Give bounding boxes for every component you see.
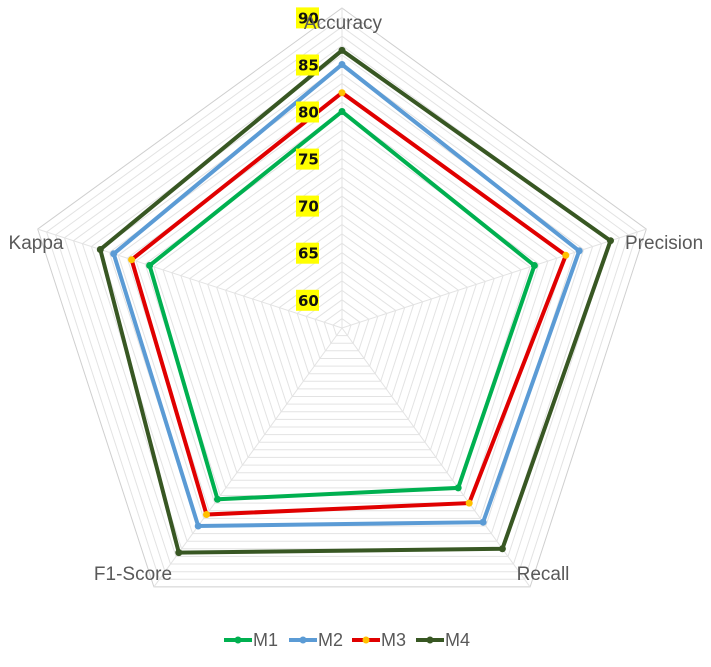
tick-label-highlight bbox=[296, 7, 319, 29]
grid-ring bbox=[260, 242, 424, 397]
data-point-m4 bbox=[338, 46, 346, 54]
grid-ring bbox=[162, 139, 522, 481]
grid-ring bbox=[153, 129, 531, 489]
grid-ring bbox=[323, 308, 361, 344]
data-point-m3 bbox=[203, 511, 210, 518]
tick-label-highlight bbox=[296, 54, 319, 76]
grid-ring bbox=[55, 26, 629, 573]
series-line-m4 bbox=[98, 47, 613, 555]
data-point-m1 bbox=[338, 108, 346, 115]
series-line-m2 bbox=[111, 61, 582, 529]
data-point-m1 bbox=[454, 484, 462, 492]
tick-label: 75 bbox=[298, 151, 319, 169]
grid-ring bbox=[135, 110, 549, 504]
grid-ring bbox=[225, 204, 459, 428]
grid-ring bbox=[126, 101, 558, 512]
data-point-m2 bbox=[194, 522, 202, 530]
data-point-m2 bbox=[575, 247, 583, 255]
axis-label-f1-score: F1-Score bbox=[94, 564, 172, 585]
tick-label: 80 bbox=[298, 104, 319, 122]
grid-ring bbox=[99, 73, 585, 535]
grid-ring bbox=[207, 186, 477, 443]
data-point-m1 bbox=[530, 262, 538, 269]
legend: M1 M2 M3 M4 bbox=[224, 630, 470, 650]
data-point-m2 bbox=[479, 518, 487, 526]
grid-ring bbox=[63, 35, 621, 565]
data-point-m1 bbox=[146, 262, 154, 269]
legend-label-m2: M2 bbox=[318, 630, 343, 650]
tick-label: 90 bbox=[298, 9, 319, 27]
grid-ring bbox=[171, 148, 513, 474]
grid-spoke bbox=[341, 228, 647, 329]
tick-label-highlight bbox=[296, 148, 319, 170]
data-point-m2 bbox=[110, 250, 118, 258]
data-point-m4 bbox=[607, 237, 614, 245]
data-point-m3 bbox=[562, 251, 570, 259]
data-point-m4 bbox=[175, 549, 183, 557]
data-point-m4 bbox=[96, 246, 104, 253]
grid-ring bbox=[278, 261, 406, 382]
grid-ring bbox=[198, 176, 486, 451]
legend-marker-m3 bbox=[362, 636, 370, 644]
axis-labels: Accuracy Precision Recall F1-Score Kappa bbox=[9, 13, 704, 585]
series-group bbox=[96, 46, 614, 557]
grid-ring bbox=[46, 16, 638, 580]
legend-label-m3: M3 bbox=[381, 630, 406, 650]
axis-label-kappa: Kappa bbox=[9, 233, 64, 254]
series-line-m1 bbox=[147, 108, 537, 502]
radar-grid bbox=[37, 7, 647, 588]
series-line-m3 bbox=[129, 90, 569, 517]
grid-ring bbox=[332, 317, 352, 337]
grid-ring bbox=[216, 195, 468, 436]
grid-ring bbox=[242, 223, 442, 413]
grid-ring bbox=[189, 167, 495, 458]
tick-label-highlight bbox=[296, 289, 319, 311]
grid-ring bbox=[234, 214, 450, 420]
grid-ring bbox=[305, 289, 379, 359]
grid-spoke bbox=[37, 228, 343, 329]
grid-ring bbox=[37, 7, 647, 588]
legend-label-m4: M4 bbox=[445, 630, 470, 650]
tick-label: 70 bbox=[298, 198, 319, 216]
data-point-m4 bbox=[498, 545, 506, 553]
legend-label-m1: M1 bbox=[253, 630, 278, 650]
legend-marker-m4 bbox=[426, 636, 434, 644]
tick-label: 65 bbox=[298, 245, 319, 263]
grid-ring bbox=[314, 299, 370, 352]
axis-label-accuracy: Accuracy bbox=[304, 13, 383, 34]
data-point-m1 bbox=[214, 495, 221, 503]
legend-marker-m1 bbox=[234, 636, 242, 644]
grid-ring bbox=[251, 233, 433, 405]
axis-label-precision: Precision bbox=[625, 233, 703, 254]
data-point-m3 bbox=[338, 89, 346, 97]
tick-label-highlight bbox=[296, 242, 319, 264]
grid-spoke bbox=[341, 327, 531, 588]
grid-ring bbox=[144, 120, 540, 496]
grid-spoke bbox=[153, 327, 343, 588]
legend-marker-m2 bbox=[299, 636, 307, 644]
tick-label: 85 bbox=[298, 57, 319, 75]
grid-ring bbox=[180, 157, 504, 466]
data-point-m3 bbox=[128, 256, 136, 264]
axis-label-recall: Recall bbox=[517, 564, 570, 585]
tick-label-highlight bbox=[296, 101, 319, 123]
grid-ring bbox=[90, 63, 594, 542]
tick-label-highlight bbox=[296, 195, 319, 217]
tick-label: 60 bbox=[298, 292, 319, 310]
data-point-m2 bbox=[338, 61, 346, 68]
grid-ring bbox=[269, 252, 415, 390]
tick-labels: 60 65 70 75 80 85 90 bbox=[296, 7, 319, 311]
data-point-m3 bbox=[465, 499, 473, 507]
